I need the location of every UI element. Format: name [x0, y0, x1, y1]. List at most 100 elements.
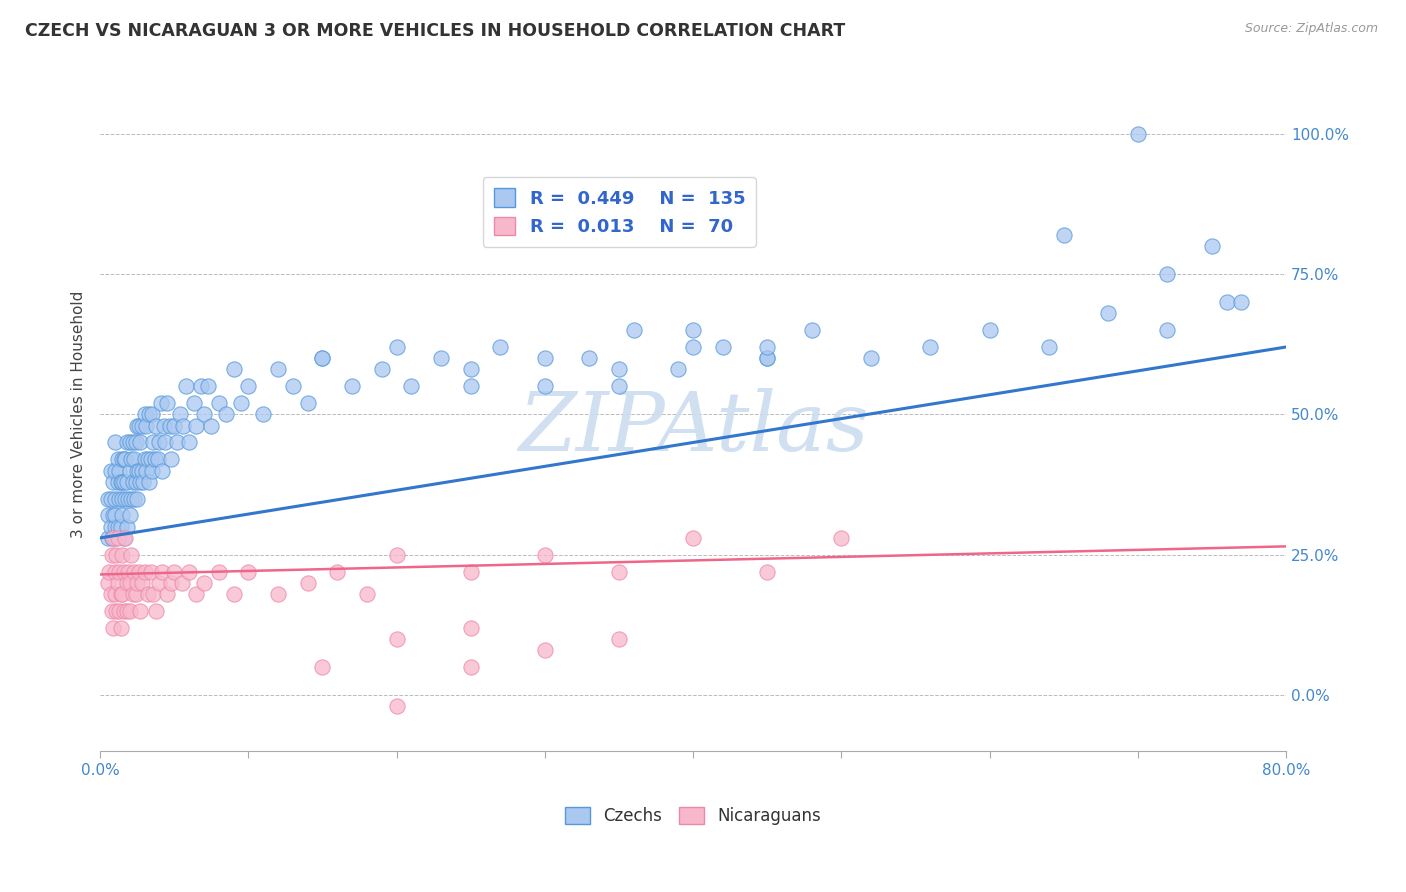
Point	[115, 475, 138, 489]
Point	[112, 452, 135, 467]
Point	[756, 340, 779, 354]
Point	[385, 699, 408, 714]
Point	[118, 508, 141, 523]
Point	[163, 418, 186, 433]
Point	[136, 452, 159, 467]
Point	[110, 519, 132, 533]
Point	[100, 519, 122, 533]
Point	[134, 565, 156, 579]
Point	[156, 396, 179, 410]
Point	[114, 491, 136, 506]
Point	[104, 565, 127, 579]
Point	[200, 418, 222, 433]
Point	[297, 575, 319, 590]
Text: ZIPAtlas: ZIPAtlas	[517, 388, 869, 468]
Point	[186, 587, 208, 601]
Point	[1215, 295, 1237, 310]
Point	[145, 418, 167, 433]
Point	[111, 491, 134, 506]
Point	[139, 565, 162, 579]
Point	[197, 379, 219, 393]
Point	[238, 379, 260, 393]
Point	[112, 565, 135, 579]
Point	[208, 396, 231, 410]
Point	[134, 408, 156, 422]
Point	[121, 587, 143, 601]
Point	[281, 379, 304, 393]
Point	[117, 491, 139, 506]
Point	[114, 452, 136, 467]
Point	[238, 565, 260, 579]
Point	[107, 575, 129, 590]
Point	[460, 565, 482, 579]
Point	[682, 531, 704, 545]
Point	[666, 362, 689, 376]
Point	[103, 621, 125, 635]
Point	[711, 340, 734, 354]
Point	[108, 464, 131, 478]
Point	[104, 491, 127, 506]
Point	[103, 531, 125, 545]
Point	[114, 531, 136, 545]
Point	[1201, 239, 1223, 253]
Point	[112, 475, 135, 489]
Point	[96, 491, 118, 506]
Point	[129, 604, 152, 618]
Point	[430, 351, 453, 366]
Point	[112, 531, 135, 545]
Point	[193, 408, 215, 422]
Point	[159, 418, 181, 433]
Point	[190, 379, 212, 393]
Text: Source: ZipAtlas.com: Source: ZipAtlas.com	[1244, 22, 1378, 36]
Point	[460, 379, 482, 393]
Point	[104, 508, 127, 523]
Point	[1156, 323, 1178, 337]
Point	[141, 464, 163, 478]
Point	[136, 587, 159, 601]
Point	[122, 491, 145, 506]
Point	[170, 575, 193, 590]
Point	[756, 351, 779, 366]
Point	[110, 621, 132, 635]
Point	[920, 340, 942, 354]
Point	[135, 418, 157, 433]
Point	[108, 491, 131, 506]
Point	[112, 604, 135, 618]
Point	[252, 408, 274, 422]
Point	[118, 464, 141, 478]
Point	[104, 531, 127, 545]
Point	[111, 587, 134, 601]
Point	[340, 379, 363, 393]
Point	[121, 475, 143, 489]
Point	[460, 660, 482, 674]
Point	[121, 435, 143, 450]
Point	[111, 475, 134, 489]
Point	[150, 565, 173, 579]
Point	[356, 587, 378, 601]
Point	[125, 587, 148, 601]
Point	[326, 565, 349, 579]
Point	[607, 379, 630, 393]
Point	[131, 418, 153, 433]
Point	[607, 632, 630, 646]
Point	[533, 351, 555, 366]
Text: CZECH VS NICARAGUAN 3 OR MORE VEHICLES IN HOUSEHOLD CORRELATION CHART: CZECH VS NICARAGUAN 3 OR MORE VEHICLES I…	[25, 22, 845, 40]
Point	[110, 475, 132, 489]
Point	[177, 565, 200, 579]
Point	[105, 548, 128, 562]
Point	[101, 531, 124, 545]
Point	[145, 604, 167, 618]
Point	[267, 362, 290, 376]
Point	[1230, 295, 1253, 310]
Point	[460, 362, 482, 376]
Point	[98, 565, 121, 579]
Point	[143, 452, 166, 467]
Point	[115, 575, 138, 590]
Point	[129, 435, 152, 450]
Point	[160, 452, 183, 467]
Point	[385, 340, 408, 354]
Point	[104, 464, 127, 478]
Point	[800, 323, 823, 337]
Point	[125, 435, 148, 450]
Point	[174, 379, 197, 393]
